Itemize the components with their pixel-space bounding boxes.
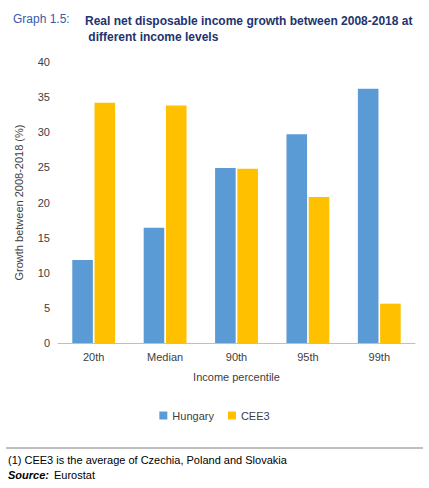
svg-text:40: 40	[38, 56, 50, 68]
svg-text:35: 35	[38, 91, 50, 103]
svg-text:Source:: Source:	[8, 469, 49, 481]
svg-text:0: 0	[44, 337, 50, 349]
svg-text:Growth between 2008-2018 (%): Growth between 2008-2018 (%)	[13, 125, 25, 281]
svg-text:30: 30	[38, 126, 50, 138]
svg-text:20: 20	[38, 197, 50, 209]
svg-text:Eurostat: Eurostat	[54, 469, 95, 481]
svg-text:5: 5	[44, 302, 50, 314]
svg-text:Income percentile: Income percentile	[193, 371, 280, 383]
svg-text:CEE3: CEE3	[241, 410, 270, 422]
svg-text:15: 15	[38, 232, 50, 244]
svg-text:90th: 90th	[226, 351, 247, 363]
svg-text:99th: 99th	[369, 351, 390, 363]
svg-text:Graph 1.5:: Graph 1.5:	[13, 12, 70, 26]
svg-text:95th: 95th	[297, 351, 318, 363]
svg-text:different income levels: different income levels	[85, 30, 219, 44]
svg-text:Real net disposable income gro: Real net disposable income growth betwee…	[85, 14, 412, 28]
svg-text:20th: 20th	[83, 351, 104, 363]
svg-text:Median: Median	[147, 351, 183, 363]
svg-text:Hungary: Hungary	[172, 410, 214, 422]
svg-text:10: 10	[38, 267, 50, 279]
svg-text:(1) CEE3 is the average of Cze: (1) CEE3 is the average of Czechia, Pola…	[8, 454, 288, 466]
svg-text:25: 25	[38, 161, 50, 173]
